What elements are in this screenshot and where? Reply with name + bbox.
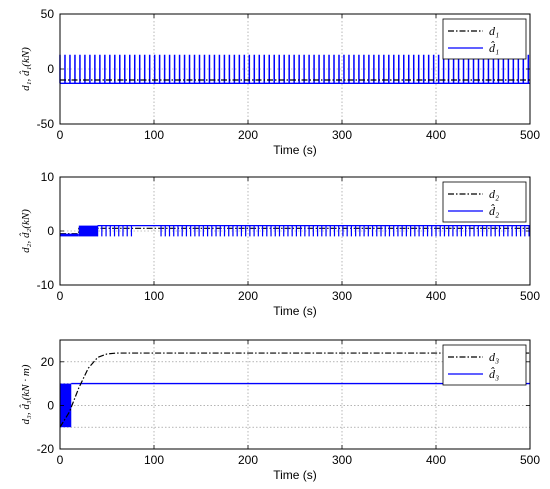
x-tick-label: 100 <box>144 289 164 303</box>
legend-label: d₃ <box>489 350 499 364</box>
series-band-d2-hat <box>60 233 79 237</box>
x-tick-label: 300 <box>332 453 352 467</box>
x-tick-label: 200 <box>238 289 258 303</box>
legend-label: d₂ <box>489 187 499 201</box>
legend: d₂ d̂₂ <box>442 181 527 223</box>
y-tick-label: 0 <box>47 224 54 238</box>
legend-label: d̂₁ <box>489 41 499 55</box>
y-tick-label: 0 <box>47 398 54 412</box>
x-tick-label: 500 <box>520 453 540 467</box>
legend-box <box>442 344 527 386</box>
y-tick-label: 50 <box>41 7 55 21</box>
x-tick-label: 300 <box>332 289 352 303</box>
x-tick-label: 0 <box>57 128 64 142</box>
x-tick-label: 0 <box>57 289 64 303</box>
x-tick-label: 100 <box>144 453 164 467</box>
y-tick-label: -50 <box>37 117 55 131</box>
y-tick-label: 20 <box>41 355 55 369</box>
legend-label: d₁ <box>489 24 499 38</box>
x-tick-label: 500 <box>520 289 540 303</box>
x-axis-label: Time (s) <box>273 468 317 482</box>
x-tick-label: 300 <box>332 128 352 142</box>
y-tick-label: -20 <box>37 442 55 456</box>
x-tick-label: 500 <box>520 128 540 142</box>
legend-label: d̂₂ <box>489 204 499 218</box>
x-tick-label: 400 <box>426 128 446 142</box>
legend-box <box>442 18 527 60</box>
y-axis-label: d₃, d̂₃(kN · m) <box>19 364 32 424</box>
plot-frame <box>59 339 531 450</box>
series-band-d2-hat <box>78 225 98 237</box>
x-tick-label: 100 <box>144 128 164 142</box>
y-axis-label: d₂, d̂₂(kN) <box>19 209 32 253</box>
series-line-d3 <box>59 352 530 428</box>
x-tick-label: 0 <box>57 453 64 467</box>
y-tick-label: -10 <box>37 278 55 292</box>
y-axis-label: d₁, d̂₁(kN) <box>19 47 32 91</box>
x-tick-label: 400 <box>426 289 446 303</box>
legend: d₁ d̂₁ <box>442 18 527 60</box>
legend-label: d̂₃ <box>489 367 499 381</box>
series-band-d3-hat <box>60 383 72 428</box>
x-tick-label: 400 <box>426 453 446 467</box>
x-tick-label: 200 <box>238 453 258 467</box>
series-spikes-d2-hat <box>97 225 530 237</box>
x-tick-label: 200 <box>238 128 258 142</box>
y-tick-label: 0 <box>47 62 54 76</box>
y-tick-label: 10 <box>41 170 55 184</box>
legend-box <box>442 181 527 223</box>
x-axis-label: Time (s) <box>273 143 317 157</box>
legend: d₃ d̂₃ <box>442 344 527 386</box>
x-axis-label: Time (s) <box>273 304 317 318</box>
